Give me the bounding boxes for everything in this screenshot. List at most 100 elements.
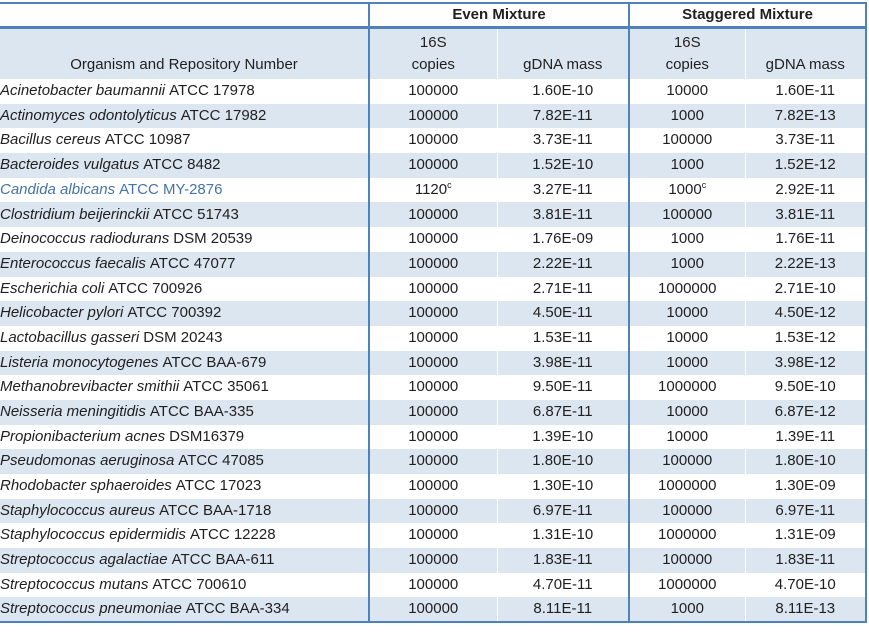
table-row: Neisseria meningitidis ATCC BAA-335 10000… xyxy=(0,399,867,425)
even-copies-value: 100000 xyxy=(408,551,459,569)
organism-cell: Streptococcus mutans ATCC 700610 xyxy=(0,573,369,598)
even-copies-value: 100000 xyxy=(408,477,459,495)
even-copies-cell: 100000 xyxy=(368,375,497,400)
even-gdna-cell: 1.60E-10 xyxy=(496,79,629,104)
staggered-copies-cell: 1000 xyxy=(628,597,745,624)
staggered-copies-cell: 100000 xyxy=(628,128,745,154)
staggered-gdna-cell: 4.50E-12 xyxy=(744,301,867,326)
staggered-copies-cell: 1000000 xyxy=(628,523,745,549)
table-row: Propionibacterium acnes DSM16379 100000 1… xyxy=(0,424,867,450)
subheader-row-columns: Organism and Repository Number copies gD… xyxy=(0,52,867,79)
strain-id: ATCC 700610 xyxy=(152,575,247,593)
even-copies-value: 1120 xyxy=(414,180,448,198)
group-header-row: Even Mixture Staggered Mixture xyxy=(0,2,867,29)
species-name: Candida albicans xyxy=(0,180,116,198)
staggered-copies-value: 1000000 xyxy=(658,279,717,297)
organism-cell: Helicobacter pylori ATCC 700392 xyxy=(0,301,369,326)
even-copies-value: 100000 xyxy=(408,304,459,322)
staggered-copies-value: 1000 xyxy=(670,600,704,618)
strain-id: ATCC 17023 xyxy=(175,477,262,495)
staggered-copies-value: 100000 xyxy=(662,452,713,470)
staggered-gdna-cell: 1.30E-09 xyxy=(744,474,867,499)
staggered-copies-cell: 100000 xyxy=(628,202,745,228)
staggered-copies-cell: 1000 xyxy=(628,227,745,252)
species-name: Staphylococcus epidermidis xyxy=(0,526,186,544)
strain-id: DSM 20243 xyxy=(143,328,223,346)
staggered-gdna-cell: 2.22E-13 xyxy=(744,251,867,277)
organism-cell: Rhodobacter sphaeroides ATCC 17023 xyxy=(0,474,369,499)
organism-cell: Acinetobacter baumannii ATCC 17978 xyxy=(0,79,369,104)
even-gdna-cell: 1.31E-10 xyxy=(496,523,629,549)
organism-header-spacer xyxy=(0,27,369,52)
even-copies-cell: 100000 xyxy=(368,523,497,549)
even-copies-value: 100000 xyxy=(408,600,459,618)
staggered-copies-cell: 10000 xyxy=(628,325,745,351)
staggered-copies-cell: 1000000 xyxy=(628,474,745,499)
table-body: Acinetobacter baumannii ATCC 17978 100000… xyxy=(0,79,867,624)
strain-id: ATCC 47077 xyxy=(149,254,236,272)
even-gdna-cell: 9.50E-11 xyxy=(496,375,629,400)
staggered-gdna-cell: 3.73E-11 xyxy=(744,128,867,154)
staggered-copies-cell: 100000 xyxy=(628,449,745,474)
even-copies-cell: 100000 xyxy=(368,424,497,450)
strain-id: ATCC BAA-679 xyxy=(162,353,267,371)
staggered-copies-cell: 1000 xyxy=(628,103,745,129)
strain-id: ATCC 8482 xyxy=(143,156,221,174)
organism-cell: Clostridium beijerinckii ATCC 51743 xyxy=(0,202,369,228)
staggered-copies-cell: 1000 xyxy=(628,251,745,277)
even-copies-cell: 100000 xyxy=(368,350,497,376)
table-row: Candida albicans ATCC MY-2876 1120c 3.27E… xyxy=(0,177,867,203)
organism-cell: Enterococcus faecalis ATCC 47077 xyxy=(0,251,369,277)
even-copies-cell: 100000 xyxy=(368,572,497,598)
staggered-gdna-header-spacer xyxy=(744,27,867,52)
organism-cell: Lactobacillus gasseri DSM 20243 xyxy=(0,326,369,351)
table-row: Staphylococcus epidermidis ATCC 12228 100… xyxy=(0,523,867,549)
even-gdna-cell: 1.39E-10 xyxy=(496,424,629,450)
even-copies-footnote-marker: c xyxy=(447,179,452,190)
table-row: Pseudomonas aeruginosa ATCC 47085 100000 … xyxy=(0,449,867,474)
staggered-copies-value: 1000 xyxy=(670,106,704,124)
staggered-copies-value: 10000 xyxy=(666,328,709,346)
staggered-copies-cell: 10000 xyxy=(628,399,745,425)
staggered-copies-value: 1000 xyxy=(670,254,704,272)
table-row: Clostridium beijerinckii ATCC 51743 10000… xyxy=(0,202,867,228)
staggered-copies-cell: 1000000 xyxy=(628,572,745,598)
table-row: Helicobacter pylori ATCC 700392 100000 4.… xyxy=(0,301,867,326)
species-name: Helicobacter pylori xyxy=(0,304,124,322)
even-gdna-cell: 1.53E-11 xyxy=(496,325,629,351)
even-gdna-cell: 1.30E-10 xyxy=(496,474,629,499)
even-copies-value: 100000 xyxy=(408,526,459,544)
table-row: Escherichia coli ATCC 700926 100000 2.71E… xyxy=(0,276,867,302)
strain-id: DSM16379 xyxy=(169,427,245,445)
even-copies-value: 100000 xyxy=(408,205,459,223)
species-name: Acinetobacter baumannii xyxy=(0,82,166,100)
even-copies-cell: 100000 xyxy=(368,474,497,499)
species-name: Lactobacillus gasseri xyxy=(0,328,140,346)
even-copies-cell: 100000 xyxy=(368,202,497,228)
strain-id: ATCC BAA-334 xyxy=(185,600,290,618)
staggered-copies-cell: 10000 xyxy=(628,301,745,326)
species-name: Bacteroides vulgatus xyxy=(0,156,140,174)
even-copies-cell: 100000 xyxy=(368,325,497,351)
even-16s-header: 16S xyxy=(368,27,497,52)
even-copies-value: 100000 xyxy=(408,328,459,346)
organism-cell: Staphylococcus epidermidis ATCC 12228 xyxy=(0,523,369,548)
even-copies-cell: 100000 xyxy=(368,128,497,154)
staggered-gdna-cell: 6.97E-11 xyxy=(744,498,867,524)
species-name: Staphylococcus aureus xyxy=(0,501,156,519)
staggered-copies-value: 1000000 xyxy=(658,378,717,396)
organism-cell: Actinomyces odontolyticus ATCC 17982 xyxy=(0,103,369,129)
even-copies-value: 100000 xyxy=(408,106,459,124)
staggered-copies-value: 1000000 xyxy=(658,526,717,544)
staggered-gdna-cell: 3.81E-11 xyxy=(744,202,867,228)
even-gdna-cell: 1.83E-11 xyxy=(496,548,629,573)
even-gdna-header: gDNA mass xyxy=(496,52,629,79)
staggered-copies-value: 1000 xyxy=(670,230,704,248)
staggered-gdna-cell: 1.80E-10 xyxy=(744,449,867,474)
even-copies-value: 100000 xyxy=(408,131,459,149)
staggered-gdna-cell: 1.83E-11 xyxy=(744,548,867,573)
table-row: Bacteroides vulgatus ATCC 8482 100000 1.5… xyxy=(0,153,867,178)
subheader-row-16s: 16S 16S xyxy=(0,27,867,52)
even-copies-value: 100000 xyxy=(408,279,459,297)
